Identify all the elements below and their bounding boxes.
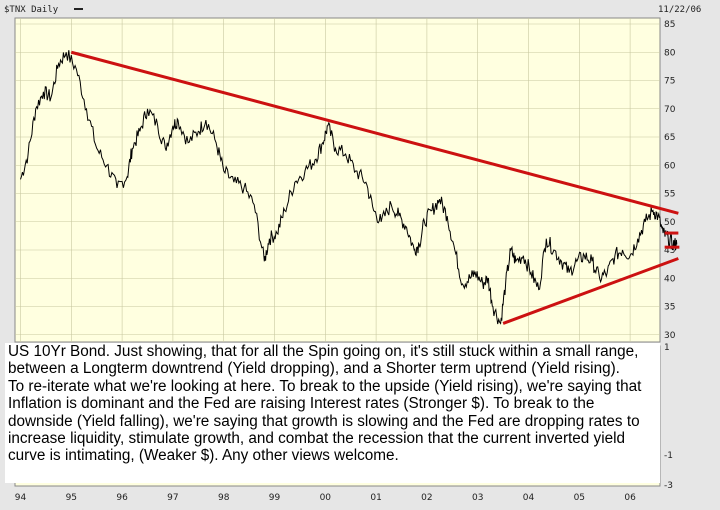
y-tick-label: 35 (664, 303, 675, 313)
y-tick-label: 75 (664, 77, 675, 87)
y-tick-label: 85 (664, 20, 675, 30)
x-tick-label: 98 (218, 493, 230, 503)
x-tick-label: 06 (624, 493, 636, 503)
lower-panel-ticks: 1 -1 -3 (664, 343, 673, 491)
y-tick-label: 60 (664, 161, 676, 171)
x-axis-ticks: 94 95 96 97 98 99 00 01 02 03 04 05 06 (15, 493, 636, 503)
grid-lines (15, 18, 660, 342)
y-tick-label: 45 (664, 246, 675, 256)
annotation-box: US 10Yr Bond. Just showing, that for all… (5, 343, 660, 483)
y-tick-label: 80 (664, 48, 676, 58)
y-tick-label: 40 (664, 274, 676, 284)
x-tick-label: 03 (472, 493, 483, 503)
x-tick-label: 04 (523, 493, 535, 503)
annotation-paragraph-1: US 10Yr Bond. Just showing, that for all… (8, 343, 639, 378)
x-tick-label: 96 (116, 493, 128, 503)
x-tick-label: 94 (15, 493, 27, 503)
y-tick-label: 50 (664, 218, 676, 228)
x-tick-label: 99 (269, 493, 281, 503)
y-tick-label: 65 (664, 133, 675, 143)
longterm-downtrend-line (70, 50, 679, 215)
lower-tick-label: -1 (664, 451, 673, 461)
y-axis-ticks: 85 80 75 70 65 60 55 50 45 40 35 30 (664, 20, 676, 341)
x-tick-label: 95 (66, 493, 77, 503)
chart-header (0, 0, 720, 18)
symbol-label: $TNX Daily (4, 5, 59, 15)
lower-tick-label: 1 (664, 343, 670, 353)
chart-date: 11/22/06 (658, 5, 701, 15)
x-tick-label: 02 (421, 493, 432, 503)
y-tick-label: 55 (664, 190, 675, 200)
x-tick-label: 97 (167, 493, 178, 503)
price-series-line (20, 50, 678, 325)
shorter-term-uptrend-line (502, 257, 679, 325)
x-tick-label: 00 (320, 493, 332, 503)
x-tick-label: 05 (574, 493, 585, 503)
annotation-paragraph-2: To re-iterate what we're looking at here… (8, 377, 642, 465)
lower-tick-label: -3 (664, 481, 673, 491)
plot-area (14, 17, 661, 343)
y-tick-label: 70 (664, 105, 676, 115)
x-tick-label: 01 (370, 493, 381, 503)
y-tick-label: 30 (664, 331, 676, 341)
